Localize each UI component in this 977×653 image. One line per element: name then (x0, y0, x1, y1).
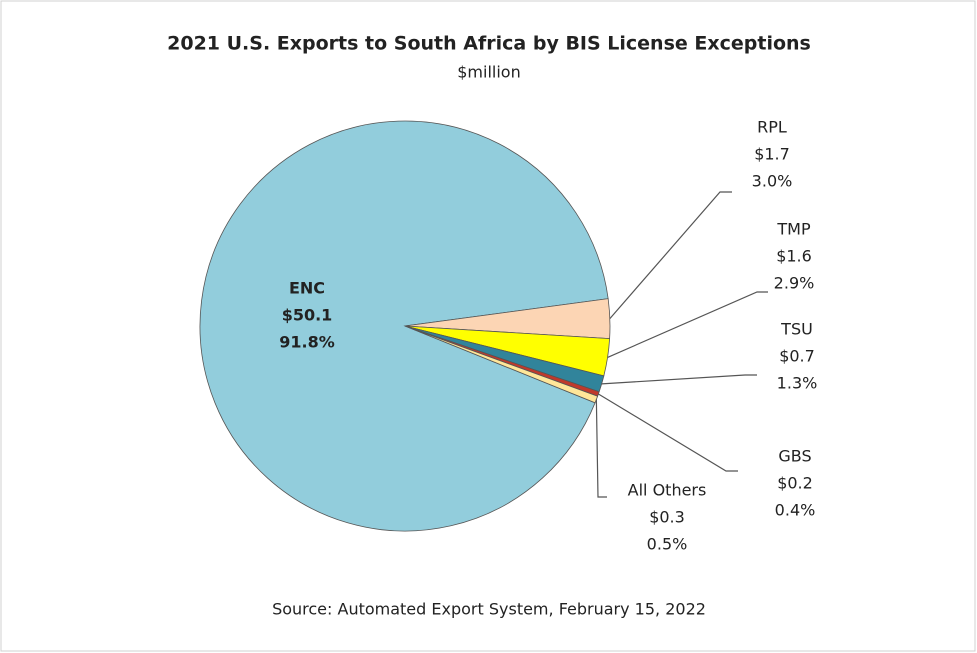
slice-percent-label: 1.3% (777, 374, 818, 393)
slice-percent-label: 3.0% (752, 172, 793, 191)
leader-line (601, 374, 757, 385)
chart-title: 2021 U.S. Exports to South Africa by BIS… (167, 33, 811, 55)
slice-percent-label: 91.8% (279, 333, 335, 352)
slice-value-label: $1.7 (754, 145, 790, 164)
slice-label: ENC (289, 279, 325, 298)
leader-line (609, 191, 732, 320)
slice-value-label: $0.7 (779, 347, 815, 366)
slice-percent-label: 0.4% (775, 501, 816, 520)
pie-slice (199, 120, 609, 532)
slice-value-label: $0.2 (777, 474, 813, 493)
slice-percent-label: 2.9% (774, 274, 815, 293)
source-note: Source: Automated Export System, Februar… (272, 600, 706, 619)
slice-value-label: $1.6 (776, 247, 812, 266)
leader-line (607, 291, 768, 358)
slice-label: TSU (780, 320, 813, 339)
leader-line (598, 393, 738, 472)
slice-value-label: $0.3 (649, 508, 685, 527)
slice-label: All Others (628, 481, 707, 500)
slice-label: TMP (776, 220, 811, 239)
chart-subtitle: $million (457, 63, 520, 82)
leader-line (595, 399, 607, 498)
slice-percent-label: 0.5% (647, 535, 688, 554)
slice-value-label: $50.1 (282, 306, 333, 325)
slice-label: GBS (778, 447, 811, 466)
slice-label: RPL (757, 118, 787, 137)
pie-slice (404, 325, 599, 404)
